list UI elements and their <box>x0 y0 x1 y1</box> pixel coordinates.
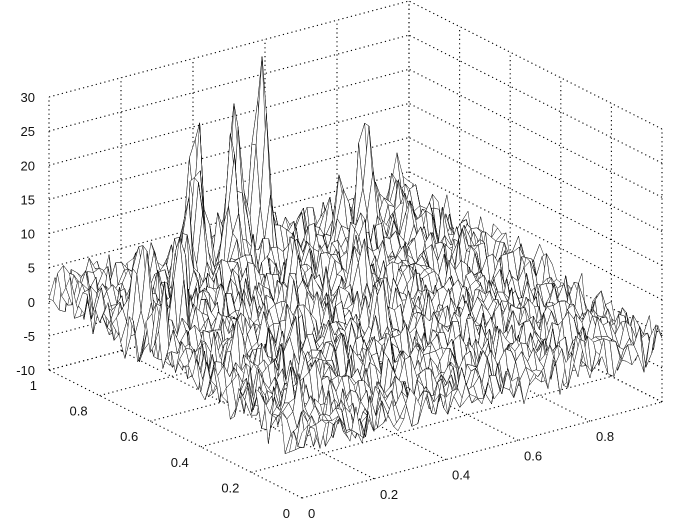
z-tick-label: 20 <box>21 158 35 173</box>
grid-line-floor-y <box>200 350 561 448</box>
grid-line-sidewall-z <box>408 171 663 301</box>
grid-line-floor-x <box>120 350 375 480</box>
x-tick-label: 0.4 <box>452 468 470 483</box>
grid-line-floor-y <box>251 375 612 473</box>
x-tick-label: 0.6 <box>524 448 542 463</box>
grid-line-floor-y <box>150 324 511 422</box>
z-tick-label: 30 <box>21 90 35 105</box>
grid-line-backwall-z <box>48 171 410 269</box>
axis-ticks: -10-505101520253000.20.40.60.8100.20.40.… <box>16 90 614 521</box>
grid-line-floor-y <box>301 401 663 499</box>
z-tick-label: 15 <box>21 192 35 207</box>
y-tick-label: 0.6 <box>120 429 138 444</box>
z-tick-label: -5 <box>23 329 35 344</box>
grid-line-floor-x <box>48 369 303 499</box>
grid-line-backwall-z <box>48 68 410 166</box>
grid-line-sidewall-z <box>408 137 663 266</box>
grid-line-backwall-z <box>48 0 410 98</box>
grid-line-floor-y <box>99 299 460 397</box>
y-tick-label: 1 <box>30 378 37 393</box>
grid-line-backwall-z <box>48 34 410 132</box>
y-tick-label: 0.2 <box>221 480 239 495</box>
z-tick-label: -10 <box>16 363 35 378</box>
grid-line-backwall-z <box>48 136 410 235</box>
grid-line-sidewall-z <box>408 0 663 130</box>
grid-line-sidewall-z <box>408 102 663 232</box>
grid-line-backwall-z <box>48 102 410 200</box>
x-tick-label: 0 <box>308 506 315 521</box>
grid-line-floor-y <box>48 273 410 371</box>
z-tick-label: 5 <box>28 261 35 276</box>
grid-line-sidewall-z <box>408 34 663 164</box>
z-tick-label: 0 <box>28 295 35 310</box>
z-tick-label: 25 <box>21 124 35 139</box>
z-tick-label: 10 <box>21 227 35 242</box>
x-tick-label: 0.2 <box>380 487 398 502</box>
surface-mesh <box>48 56 663 454</box>
surface-cell <box>651 324 663 354</box>
y-tick-label: 0.4 <box>171 455 189 470</box>
y-tick-label: 0.8 <box>70 404 88 419</box>
grid-line-sidewall-z <box>408 68 663 198</box>
x-tick-label: 0.8 <box>596 429 614 444</box>
y-tick-label: 0 <box>283 506 290 521</box>
